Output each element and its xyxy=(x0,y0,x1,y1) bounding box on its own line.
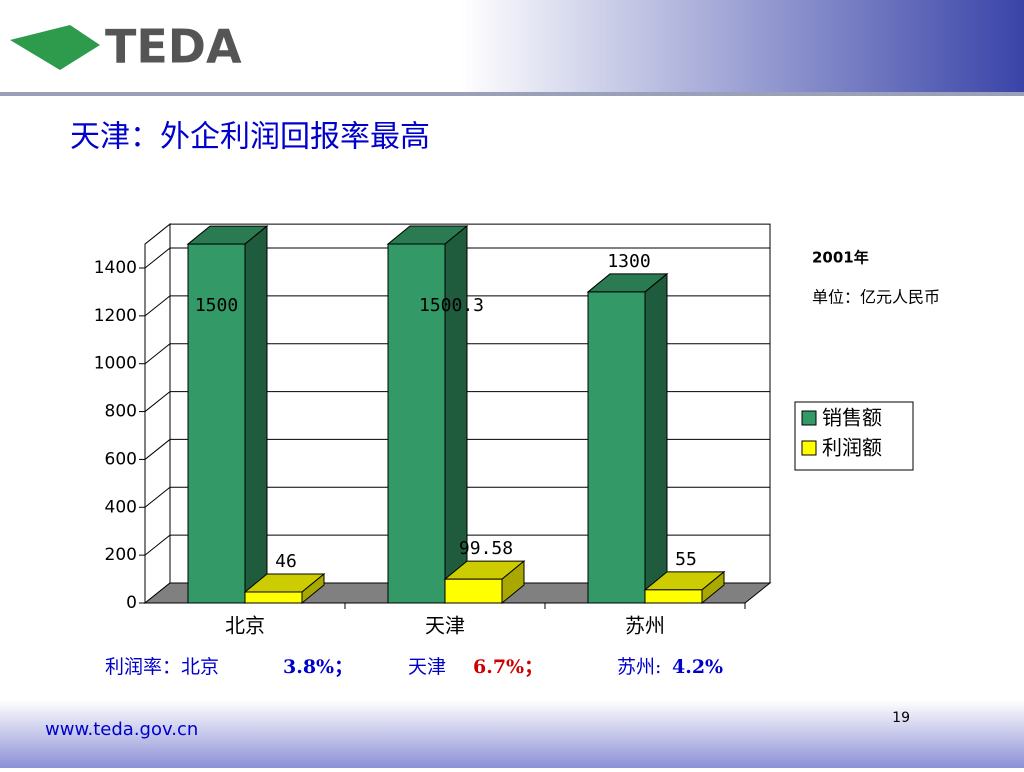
logo-mark xyxy=(10,25,100,70)
legend-label: 销售额 xyxy=(822,406,882,430)
profit-rate-note: 利润率：北京 xyxy=(105,656,219,678)
grid-line xyxy=(144,343,770,365)
value-label: 99.58 xyxy=(459,538,513,559)
grid-line xyxy=(144,295,770,317)
profit-rate-note: 苏州: xyxy=(617,656,661,678)
slide-title: 天津：外企利润回报率最高 xyxy=(70,120,430,155)
x-tick-label: 北京 xyxy=(225,614,265,638)
bar xyxy=(244,591,303,604)
y-tick-label: 1200 xyxy=(94,306,137,326)
y-tick-label: 800 xyxy=(105,402,137,422)
header-band xyxy=(0,0,1024,92)
y-tick-label: 1400 xyxy=(94,258,137,278)
page-number: 19 xyxy=(892,710,910,726)
y-tick-label: 1000 xyxy=(94,354,137,374)
side-wall xyxy=(144,223,171,605)
value-label: 46 xyxy=(275,551,297,572)
profit-rate-note: 3.8%； xyxy=(283,656,353,678)
y-tick-label: 200 xyxy=(105,545,137,565)
profit-rate-note: 4.2% xyxy=(672,656,723,678)
footer-band xyxy=(0,700,1024,768)
bar xyxy=(587,291,646,604)
bar-side xyxy=(644,272,668,605)
grid-line xyxy=(144,391,770,412)
profit-rate-note: 天津 xyxy=(408,656,446,678)
bar xyxy=(644,589,703,604)
bar xyxy=(444,578,503,604)
header-rule xyxy=(0,92,1024,96)
bar xyxy=(387,243,446,604)
grid-line xyxy=(144,438,770,460)
y-tick-label: 0 xyxy=(126,593,137,613)
legend-swatch xyxy=(801,410,817,426)
x-tick-label: 天津 xyxy=(425,614,465,638)
grid-line xyxy=(144,247,770,269)
value-label: 1500 xyxy=(195,295,238,316)
legend-label: 利润额 xyxy=(822,436,882,460)
logo: TEDA xyxy=(105,20,242,74)
x-tick-label: 苏州 xyxy=(625,614,665,638)
value-label: 55 xyxy=(675,549,697,570)
profit-rate-note: 6.7%； xyxy=(473,656,543,678)
grid-line xyxy=(144,534,770,556)
footer-url: www.teda.gov.cn xyxy=(45,719,198,740)
annotation: 2001年 xyxy=(812,249,869,267)
bar-side xyxy=(244,225,268,605)
value-label: 1500.3 xyxy=(419,295,484,316)
annotation: 单位：亿元人民币 xyxy=(812,288,940,307)
y-tick-label: 600 xyxy=(105,449,137,469)
chart: 0 200 400 600 800 1000 1200 1400 北京 1500 46 天津 1500.… xyxy=(94,223,914,638)
legend-swatch xyxy=(801,440,817,456)
y-tick-label: 400 xyxy=(105,497,137,517)
grid-line xyxy=(144,486,770,508)
value-label: 1300 xyxy=(607,251,650,272)
